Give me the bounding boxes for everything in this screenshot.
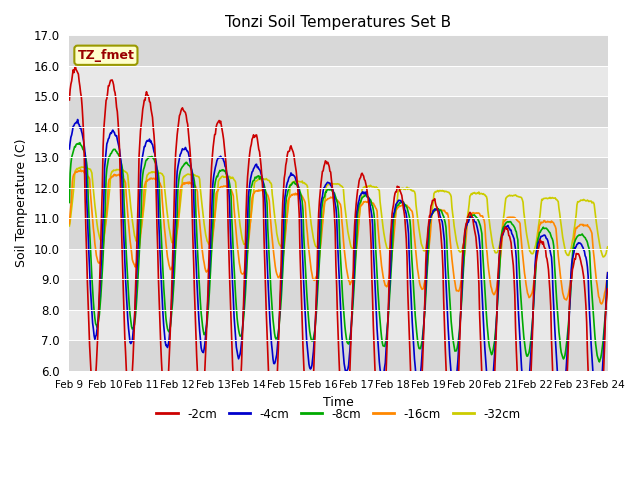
Bar xyxy=(69,340,607,371)
Bar xyxy=(69,188,607,218)
Y-axis label: Soil Temperature (C): Soil Temperature (C) xyxy=(15,139,28,267)
Bar xyxy=(69,127,607,157)
Bar xyxy=(69,218,607,249)
Bar xyxy=(69,249,607,279)
Title: Tonzi Soil Temperatures Set B: Tonzi Soil Temperatures Set B xyxy=(225,15,452,30)
Text: TZ_fmet: TZ_fmet xyxy=(77,49,134,62)
Bar xyxy=(69,279,607,310)
Bar xyxy=(69,310,607,340)
Bar xyxy=(69,157,607,188)
Bar xyxy=(69,36,607,66)
X-axis label: Time: Time xyxy=(323,396,354,409)
Legend: -2cm, -4cm, -8cm, -16cm, -32cm: -2cm, -4cm, -8cm, -16cm, -32cm xyxy=(152,403,525,425)
Bar xyxy=(69,66,607,96)
Bar xyxy=(69,96,607,127)
